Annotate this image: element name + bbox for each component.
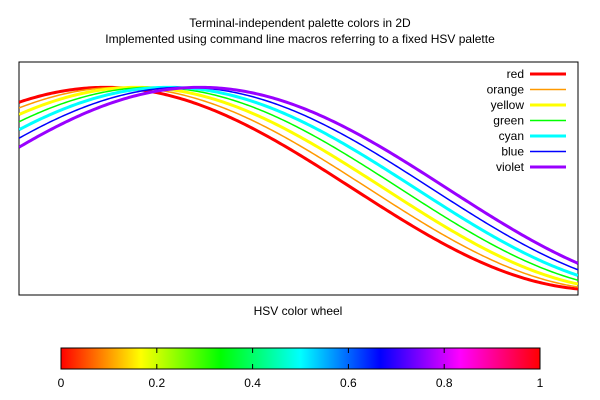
series-line-blue [19, 86, 578, 271]
x-axis-label: HSV color wheel [254, 304, 343, 318]
colorbar-tick-label: 0.2 [148, 376, 165, 390]
legend-label-yellow: yellow [491, 98, 525, 112]
colorbar [60, 347, 541, 370]
legend-label-orange: orange [487, 83, 525, 97]
colorbar-tick-label: 0.8 [436, 376, 453, 390]
chart-title-line-2: Implemented using command line macros re… [105, 32, 495, 46]
legend-label-red: red [507, 67, 524, 81]
series-line-violet [19, 85, 578, 265]
colorbar-tick-label: 1 [537, 376, 544, 390]
series-line-yellow [19, 85, 578, 286]
series-layer [19, 85, 578, 291]
series-line-cyan [19, 85, 578, 277]
series-line-green [19, 86, 578, 281]
chart-title-line-1: Terminal-independent palette colors in 2… [189, 16, 411, 30]
legend-label-violet: violet [496, 160, 525, 174]
legend-label-green: green [493, 114, 524, 128]
colorbar-tick-label: 0 [58, 376, 65, 390]
colorbar-tick-label: 0.4 [244, 376, 261, 390]
legend-label-cyan: cyan [499, 129, 524, 143]
legend-label-blue: blue [501, 145, 524, 159]
colorbar-tick-label: 0.6 [340, 376, 357, 390]
colorbar-ticks: 0 0.2 0.4 0.6 0.8 1 [58, 348, 544, 390]
